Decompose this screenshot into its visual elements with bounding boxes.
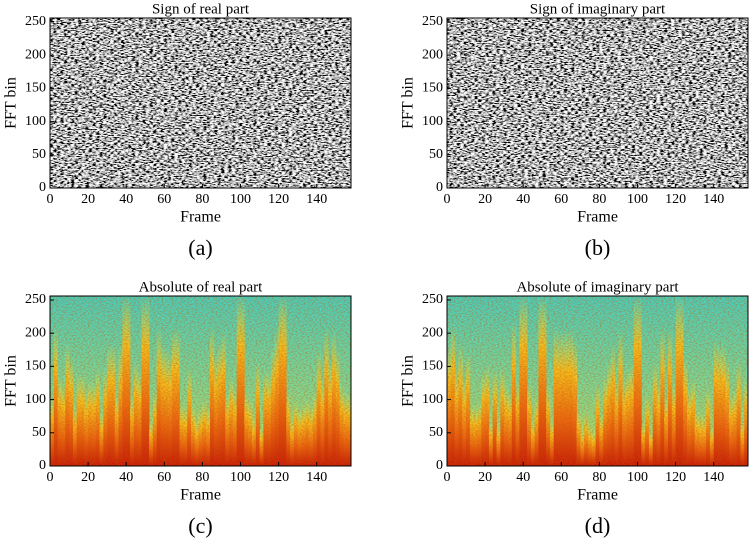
x-tick-label: 60 bbox=[157, 192, 171, 207]
x-tick-label: 20 bbox=[81, 470, 95, 485]
x-tick-label: 80 bbox=[195, 470, 209, 485]
x-tick-label: 60 bbox=[554, 192, 568, 207]
y-tick-label: 250 bbox=[25, 292, 46, 307]
x-tick-label: 0 bbox=[444, 470, 451, 485]
y-tick-label: 50 bbox=[32, 425, 46, 440]
y-axis-label: FFT bin bbox=[3, 77, 20, 129]
axes-frame bbox=[49, 295, 352, 467]
y-tick-label: 50 bbox=[429, 425, 443, 440]
x-tick-label: 0 bbox=[47, 192, 54, 207]
caption: (d) bbox=[585, 513, 611, 538]
axes-frame bbox=[446, 17, 749, 189]
panel: 0 20 40 60 80 100 120 140 0 50 100 150 200 250 Absolut… bbox=[400, 279, 749, 538]
y-tick-label: 150 bbox=[422, 359, 443, 374]
chart-title: Absolute of real part bbox=[139, 279, 264, 295]
x-tick-label: 0 bbox=[444, 192, 451, 207]
heatmap-image bbox=[447, 296, 748, 466]
caption: (b) bbox=[585, 235, 611, 260]
y-tick-label: 0 bbox=[436, 458, 443, 473]
x-tick-label: 100 bbox=[230, 470, 251, 485]
y-tick-label: 0 bbox=[436, 180, 443, 195]
x-tick-label: 140 bbox=[306, 192, 327, 207]
y-tick-label: 200 bbox=[25, 47, 46, 62]
x-tick-label: 120 bbox=[268, 470, 289, 485]
x-tick-label: 100 bbox=[230, 192, 251, 207]
x-axis-label: Frame bbox=[577, 487, 618, 504]
chart-title: Sign of imaginary part bbox=[530, 1, 666, 17]
x-tick-label: 100 bbox=[627, 470, 648, 485]
chart-title: Sign of real part bbox=[152, 1, 250, 17]
x-tick-label: 120 bbox=[268, 192, 289, 207]
x-tick-label: 40 bbox=[119, 470, 133, 485]
x-tick-label: 80 bbox=[592, 192, 606, 207]
y-tick-label: 100 bbox=[422, 114, 443, 129]
x-tick-label: 20 bbox=[81, 192, 95, 207]
x-tick-label: 140 bbox=[306, 470, 327, 485]
x-tick-label: 80 bbox=[592, 470, 606, 485]
x-tick-label: 120 bbox=[665, 192, 686, 207]
heatmap-image bbox=[50, 18, 351, 188]
x-tick-label: 100 bbox=[627, 192, 648, 207]
x-tick-label: 20 bbox=[478, 192, 492, 207]
caption: (a) bbox=[188, 235, 212, 260]
y-tick-label: 200 bbox=[25, 325, 46, 340]
x-tick-label: 60 bbox=[554, 470, 568, 485]
y-tick-label: 200 bbox=[422, 325, 443, 340]
axes-frame bbox=[446, 295, 749, 467]
x-tick-label: 40 bbox=[516, 470, 530, 485]
heatmap-image bbox=[50, 296, 351, 466]
y-tick-label: 50 bbox=[32, 147, 46, 162]
y-tick-label: 100 bbox=[422, 392, 443, 407]
y-tick-label: 100 bbox=[25, 392, 46, 407]
x-axis-label: Frame bbox=[180, 487, 221, 504]
y-tick-label: 0 bbox=[39, 458, 46, 473]
y-axis-label: FFT bin bbox=[400, 355, 417, 407]
y-axis-label: FFT bin bbox=[400, 77, 417, 129]
x-tick-label: 60 bbox=[157, 470, 171, 485]
x-axis-label: Frame bbox=[577, 209, 618, 226]
y-tick-label: 200 bbox=[422, 47, 443, 62]
heatmap-image bbox=[447, 18, 748, 188]
panel: 0 20 40 60 80 100 120 140 0 50 100 150 200 250 Sign of… bbox=[400, 1, 749, 260]
y-tick-label: 0 bbox=[39, 180, 46, 195]
chart-title: Absolute of imaginary part bbox=[516, 279, 679, 295]
x-axis-label: Frame bbox=[180, 209, 221, 226]
x-tick-label: 80 bbox=[195, 192, 209, 207]
x-tick-label: 20 bbox=[478, 470, 492, 485]
x-tick-label: 40 bbox=[516, 192, 530, 207]
y-tick-label: 150 bbox=[25, 81, 46, 96]
panel: 0 20 40 60 80 100 120 140 0 50 100 150 200 250 Sign of… bbox=[3, 1, 352, 260]
y-tick-label: 50 bbox=[429, 147, 443, 162]
y-tick-label: 150 bbox=[25, 359, 46, 374]
y-tick-label: 250 bbox=[422, 292, 443, 307]
y-tick-label: 250 bbox=[25, 14, 46, 29]
y-tick-label: 100 bbox=[25, 114, 46, 129]
panel: 0 20 40 60 80 100 120 140 0 50 100 150 200 250 Absolut… bbox=[3, 279, 352, 538]
x-tick-label: 140 bbox=[703, 470, 724, 485]
x-tick-label: 40 bbox=[119, 192, 133, 207]
y-axis-label: FFT bin bbox=[3, 355, 20, 407]
x-tick-label: 120 bbox=[665, 470, 686, 485]
y-tick-label: 250 bbox=[422, 14, 443, 29]
x-tick-label: 140 bbox=[703, 192, 724, 207]
axes-frame bbox=[49, 17, 352, 189]
x-tick-label: 0 bbox=[47, 470, 54, 485]
caption: (c) bbox=[188, 513, 212, 538]
y-tick-label: 150 bbox=[422, 81, 443, 96]
